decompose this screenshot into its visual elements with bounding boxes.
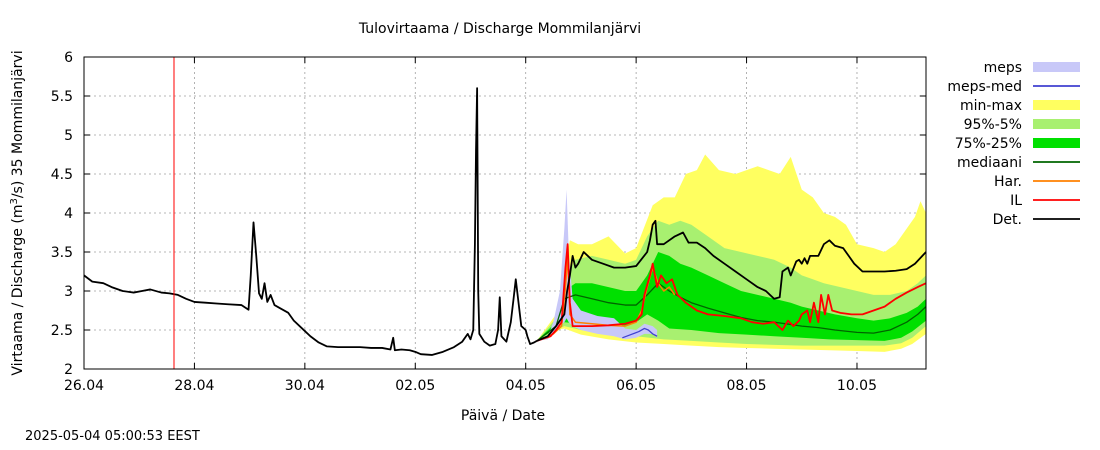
- legend-label: meps: [984, 60, 1022, 76]
- x-tick-label: 02.05: [395, 378, 435, 394]
- legend-label: Har.: [994, 174, 1022, 190]
- x-tick-label: 30.04: [285, 378, 325, 394]
- y-tick-label: 5.5: [51, 89, 73, 105]
- y-tick-labels: 2 2.5 3 3.5 4 4.5 5 5.5 6: [51, 50, 73, 378]
- y-tick-label: 2: [64, 362, 73, 378]
- legend: meps meps-med min-max 95%-5% 75%-25% mediaani…: [947, 60, 1080, 228]
- x-tick-label: 04.05: [506, 378, 546, 394]
- legend-label: 95%-5%: [964, 117, 1022, 133]
- y-tick-label: 2.5: [51, 323, 73, 339]
- legend-swatch: [1033, 119, 1080, 129]
- x-tick-label: 26.04: [64, 378, 104, 394]
- y-tick-label: 3: [64, 284, 73, 300]
- timestamp: 2025-05-04 05:00:53 EEST: [25, 429, 200, 444]
- legend-swatch: [1033, 100, 1080, 110]
- meps-band: [536, 189, 658, 341]
- x-tick-label: 08.05: [727, 378, 767, 394]
- il-line: [536, 243, 927, 342]
- median-line: [536, 282, 927, 342]
- legend-swatch: [1033, 62, 1080, 72]
- x-axis-label: Päivä / Date: [461, 408, 545, 424]
- y-axis-label: Virtaama / Discharge (m3/s) 35 Mommilanj…: [9, 50, 26, 375]
- p75-p25-band: [536, 252, 926, 341]
- har-line: [536, 255, 676, 342]
- y-tick-label: 4.5: [51, 167, 73, 183]
- x-tick-labels: 26.04 28.04 30.04 02.05 04.05 06.05 08.05 10.05: [64, 378, 877, 394]
- x-tick-label: 10.05: [837, 378, 877, 394]
- chart-title: Tulovirtaama / Discharge Mommilanjärvi: [358, 21, 641, 37]
- x-tick-label: 06.05: [616, 378, 656, 394]
- legend-label: meps-med: [947, 79, 1022, 95]
- legend-label: 75%-25%: [955, 136, 1022, 152]
- x-tick-label: 28.04: [174, 378, 214, 394]
- legend-label: mediaani: [957, 155, 1022, 171]
- series-layer: [83, 57, 927, 369]
- legend-label: IL: [1010, 193, 1022, 209]
- legend-label: Det.: [993, 212, 1022, 228]
- y-tick-label: 5: [64, 128, 73, 144]
- meps-med-line: [622, 327, 658, 339]
- legend-label: min-max: [960, 98, 1022, 114]
- observed-line: [83, 87, 538, 356]
- y-tick-label: 3.5: [51, 245, 73, 261]
- y-tick-label: 4: [64, 206, 73, 222]
- grid-lines: [83, 56, 926, 370]
- y-tick-label: 6: [64, 50, 73, 66]
- plot-frame: [83, 56, 927, 370]
- legend-swatch: [1033, 138, 1080, 148]
- det-line: [536, 219, 927, 342]
